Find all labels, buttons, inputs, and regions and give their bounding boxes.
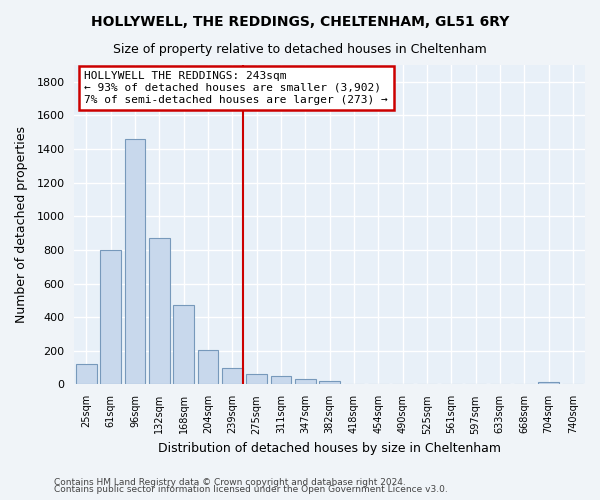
Bar bbox=[538, 382, 559, 384]
Text: HOLLYWELL THE REDDINGS: 243sqm
← 93% of detached houses are smaller (3,902)
7% o: HOLLYWELL THE REDDINGS: 243sqm ← 93% of … bbox=[85, 72, 388, 104]
Text: Size of property relative to detached houses in Cheltenham: Size of property relative to detached ho… bbox=[113, 42, 487, 56]
Text: Contains HM Land Registry data © Crown copyright and database right 2024.: Contains HM Land Registry data © Crown c… bbox=[54, 478, 406, 487]
Bar bbox=[319, 381, 340, 384]
Bar bbox=[76, 364, 97, 384]
Bar bbox=[271, 376, 291, 384]
Bar bbox=[197, 350, 218, 384]
Bar bbox=[173, 304, 194, 384]
Bar bbox=[149, 238, 170, 384]
Bar bbox=[100, 250, 121, 384]
Text: Contains public sector information licensed under the Open Government Licence v3: Contains public sector information licen… bbox=[54, 486, 448, 494]
Bar bbox=[222, 368, 242, 384]
Text: HOLLYWELL, THE REDDINGS, CHELTENHAM, GL51 6RY: HOLLYWELL, THE REDDINGS, CHELTENHAM, GL5… bbox=[91, 15, 509, 29]
Bar bbox=[295, 380, 316, 384]
Bar bbox=[125, 139, 145, 384]
Y-axis label: Number of detached properties: Number of detached properties bbox=[15, 126, 28, 323]
X-axis label: Distribution of detached houses by size in Cheltenham: Distribution of detached houses by size … bbox=[158, 442, 501, 455]
Bar bbox=[246, 374, 267, 384]
